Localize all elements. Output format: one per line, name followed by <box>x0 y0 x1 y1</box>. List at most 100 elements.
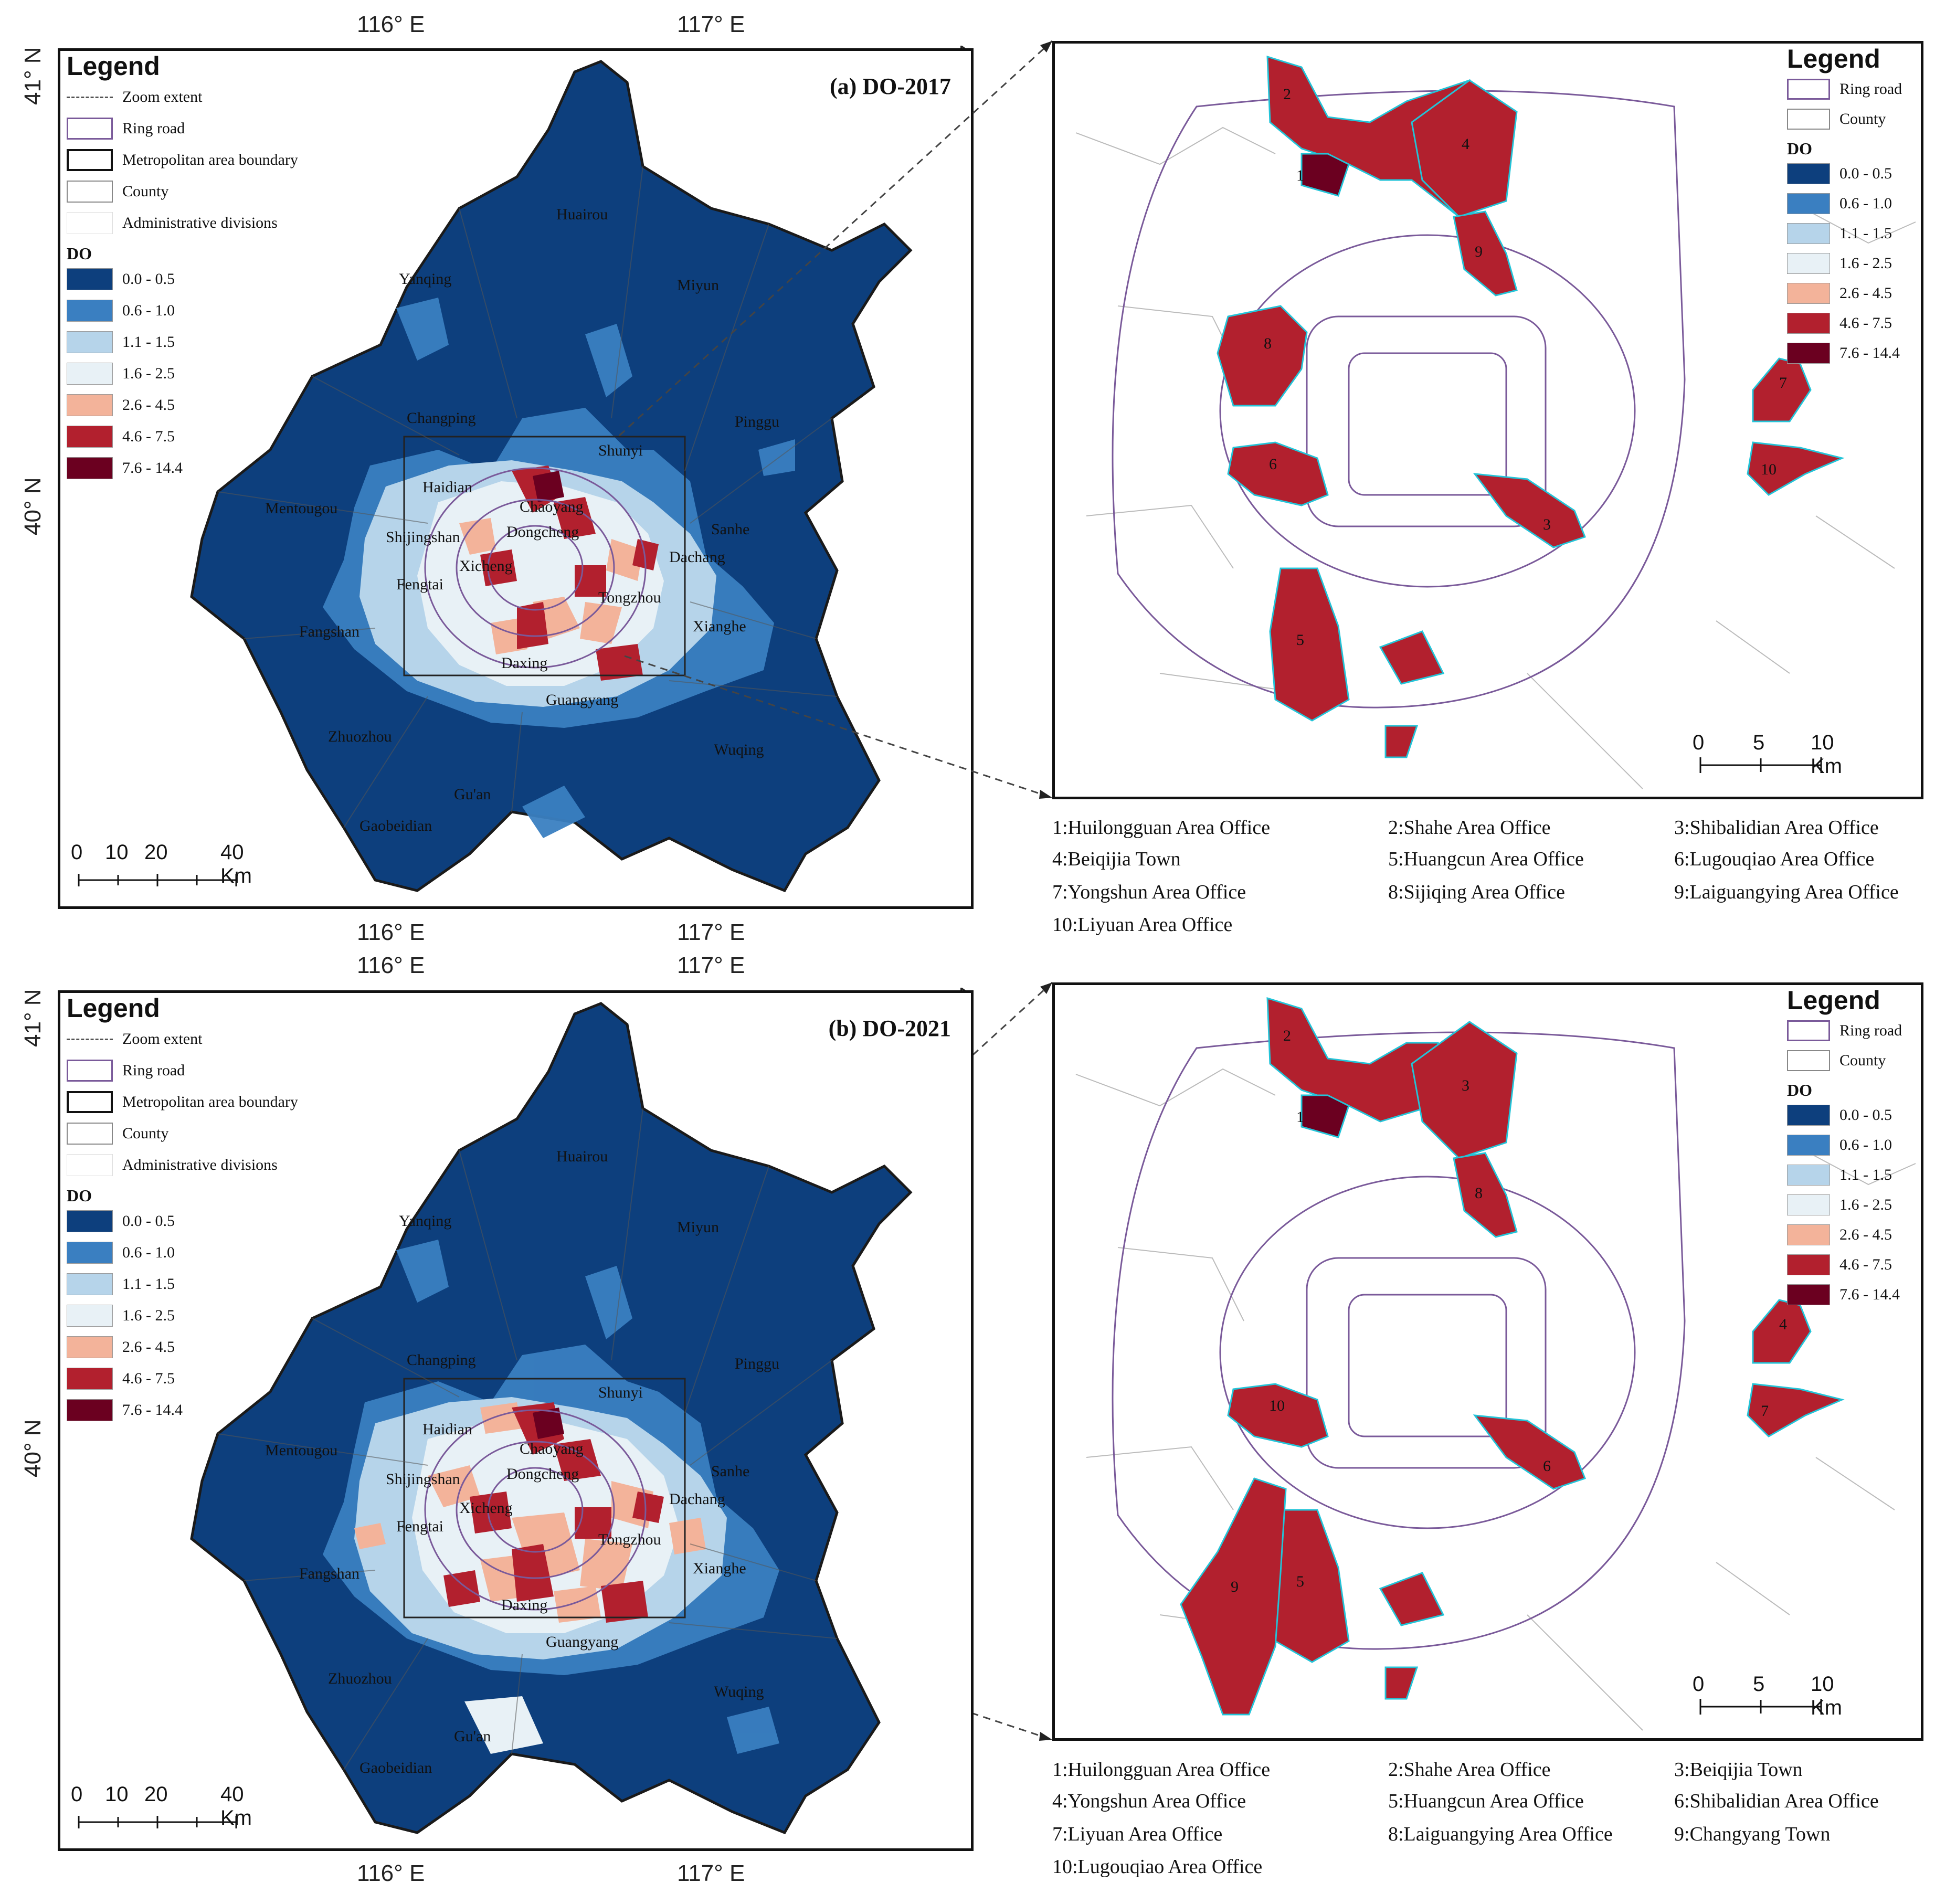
legend-zoom-extent: Zoom extent <box>122 1030 203 1048</box>
legend-do-class-row: 0.0 - 0.5 <box>1787 158 1902 188</box>
lon-label-117-b-bottom: 117° E <box>677 1860 745 1886</box>
overview-map-canvas <box>78 60 913 893</box>
district-caption: 7:Yongshun Area Office <box>1052 881 1246 903</box>
district-number: 9 <box>1475 243 1483 260</box>
zoom-extent-swatch <box>67 1038 113 1040</box>
legend-do-class-row: 0.0 - 0.5 <box>1787 1100 1902 1130</box>
scale-bar-right-a <box>1699 757 1822 773</box>
do-class-swatch <box>1787 342 1830 364</box>
place-label: Huairou <box>556 206 608 223</box>
district-number: 6 <box>1269 456 1277 473</box>
legend-do-class-row: 0.6 - 1.0 <box>1787 188 1902 218</box>
do-class-swatch <box>1787 1164 1830 1186</box>
legend-do-class-row: 7.6 - 14.4 <box>1787 338 1902 368</box>
lon-label-116-b: 116° E <box>357 953 425 978</box>
do-class-swatch <box>67 1242 113 1264</box>
place-label: Chaoyang <box>520 498 584 515</box>
district-9 <box>1453 210 1518 297</box>
district-caption: 8:Sijiqing Area Office <box>1388 881 1566 903</box>
do-class-swatch <box>67 457 113 479</box>
scale-tick-label: 10 <box>105 1783 129 1806</box>
district-number: 1 <box>1296 1108 1304 1126</box>
legend-do-class-row: 2.6 - 4.5 <box>67 389 298 421</box>
legend-county: County <box>122 1125 169 1142</box>
district-caption: 10:Liyuan Area Office <box>1052 914 1233 936</box>
place-label: Shijingshan <box>386 528 460 546</box>
place-label: Xicheng <box>459 557 513 575</box>
do-class-swatch <box>67 1399 113 1421</box>
do-class-swatch <box>67 331 113 353</box>
legend-do-class-row: 2.6 - 4.5 <box>67 1331 298 1363</box>
place-label: Pinggu <box>735 413 780 430</box>
district-number: 8 <box>1264 335 1272 352</box>
ring-road-swatch <box>1787 1020 1830 1041</box>
place-label: Dachang <box>669 1490 725 1508</box>
place-label: Miyun <box>677 277 720 294</box>
place-label: Huairou <box>556 1148 608 1165</box>
do-class-label: 0.0 - 0.5 <box>122 270 175 288</box>
overview-legend: Legend Zoom extent Ring road Metropolita… <box>67 51 298 484</box>
do-class-swatch <box>67 426 113 448</box>
county-lines-overview <box>217 166 838 828</box>
legend-admin-div: Administrative divisions <box>122 1156 278 1173</box>
legend-title: Legend <box>1787 986 1880 1015</box>
do-class-label: 7.6 - 14.4 <box>1839 344 1900 362</box>
legend-ring-road: Ring road <box>1839 1021 1902 1039</box>
lon-label-117-b: 117° E <box>677 953 745 978</box>
do-class-swatch <box>67 1305 113 1327</box>
zoom-legend-b: Legend Ring road County DO 0.0 - 0.5 0.6 … <box>1787 985 1902 1309</box>
district-number: 1 <box>1296 167 1304 184</box>
legend-do-class-row: 4.6 - 7.5 <box>67 421 298 452</box>
district-number: 10 <box>1269 1397 1285 1414</box>
place-label: Pinggu <box>735 1355 780 1372</box>
place-label: Shunyi <box>598 1384 643 1401</box>
legend-do-class-row: 2.6 - 4.5 <box>1787 1220 1902 1250</box>
scale-tick-label: 0 <box>1693 1673 1705 1696</box>
scale-tick-label: 40 Km <box>220 1783 252 1829</box>
panel-b-title: (b) DO-2021 <box>828 1016 951 1041</box>
district-number: 4 <box>1779 1316 1787 1333</box>
district-caption: 1:Huilongguan Area Office <box>1052 1759 1271 1781</box>
district-caption: 5:Huangcun Area Office <box>1388 1790 1584 1812</box>
zoom-map-b: 1 2 3 4 5 6 7 8 9 10 Legend Ring road Co… <box>1052 982 1923 1741</box>
district-10 <box>1747 441 1845 496</box>
do-class-swatch <box>1787 1284 1830 1305</box>
do-class-label: 7.6 - 14.4 <box>122 1401 183 1419</box>
panel-a-title: (a) DO-2017 <box>830 73 951 99</box>
district-number: 3 <box>1462 1077 1469 1094</box>
admin-div-swatch <box>67 212 113 234</box>
scale-tick-label: 0 <box>71 1783 83 1806</box>
do-class-label: 4.6 - 7.5 <box>1839 1255 1892 1273</box>
do-class-swatch <box>1787 1194 1830 1215</box>
legend-do-class-row: 4.6 - 7.5 <box>1787 308 1902 338</box>
district-number: 3 <box>1543 516 1551 533</box>
place-label: Tongzhou <box>598 589 661 606</box>
legend-ring-road: Ring road <box>122 1062 185 1079</box>
do-class-label: 1.1 - 1.5 <box>122 333 175 351</box>
do-class-swatch <box>1787 163 1830 184</box>
zoom-map-b-canvas <box>1075 997 1916 1731</box>
zoom-extent-rectangle <box>403 436 686 676</box>
scale-tick-label: 5 <box>1753 1673 1765 1696</box>
legend-do-heading: DO <box>67 244 92 263</box>
do-class-swatch <box>67 363 113 385</box>
district-caption: 4:Beiqijia Town <box>1052 848 1181 870</box>
legend-do-class-row: 0.6 - 1.0 <box>67 1237 298 1268</box>
legend-do-class-row: 7.6 - 14.4 <box>1787 1279 1902 1309</box>
do-class-label: 2.6 - 4.5 <box>122 396 175 414</box>
legend-metro-boundary: Metropolitan area boundary <box>122 1093 298 1110</box>
place-label: Haidian <box>422 1421 472 1438</box>
place-label: Changping <box>407 1351 476 1369</box>
district-caption: 3:Beiqijia Town <box>1674 1759 1803 1781</box>
district-1 <box>1300 153 1350 197</box>
do-class-label: 0.0 - 0.5 <box>1839 1106 1892 1124</box>
do-class-label: 1.6 - 2.5 <box>1839 254 1892 272</box>
legend-do-class-row: 4.6 - 7.5 <box>1787 1250 1902 1279</box>
place-label: Shijingshan <box>386 1471 460 1488</box>
district-6 <box>1227 441 1329 506</box>
lon-label-117: 117° E <box>677 12 745 37</box>
county-swatch <box>67 181 113 203</box>
overview-map-frame: (a) DO-2017 Legend Zoom extent Ring road… <box>58 48 974 909</box>
zoom-legend-a: Legend Ring road County DO 0.0 - 0.5 0.6 … <box>1787 44 1902 368</box>
do-class-swatch <box>67 394 113 416</box>
